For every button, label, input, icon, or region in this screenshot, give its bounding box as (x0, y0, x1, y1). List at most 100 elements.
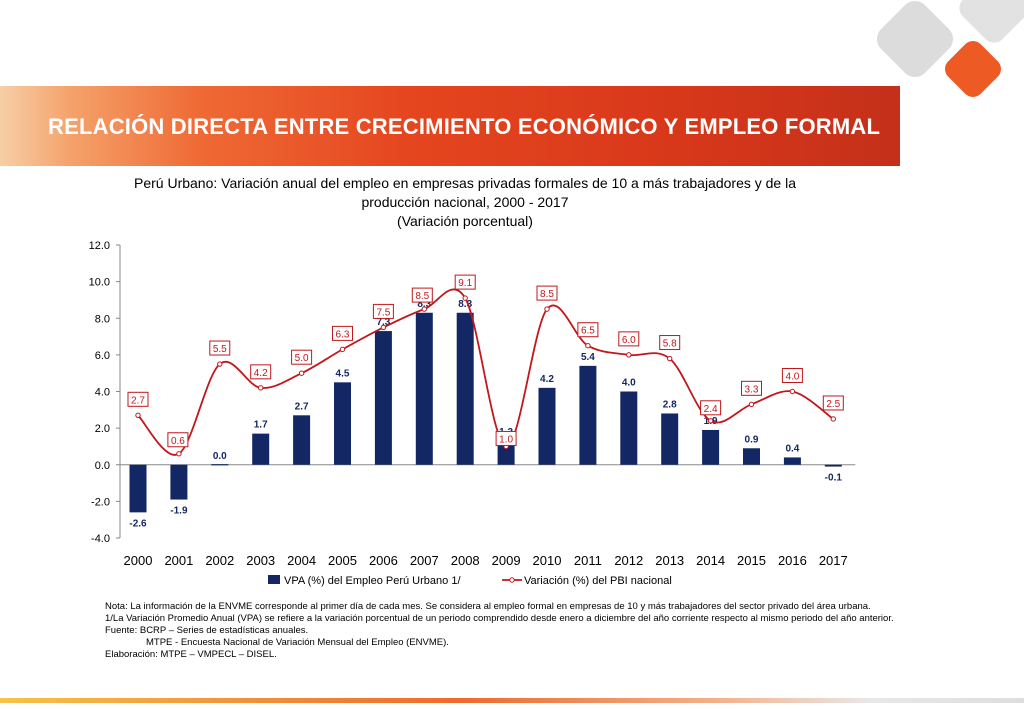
x-tick-label: 2007 (410, 553, 439, 568)
legend-bar-swatch (268, 575, 280, 584)
y-tick-label: 4.0 (95, 387, 110, 399)
note-source: Fuente: BCRP – Series de estadísticas an… (105, 625, 309, 636)
x-tick-label: 2017 (819, 553, 848, 568)
gdp-point (707, 418, 714, 424)
gdp-value-label: 7.5 (376, 307, 390, 318)
x-tick-label: 2008 (451, 553, 480, 568)
gdp-value-label: 9.1 (458, 278, 472, 289)
note-2: 1/La Variación Promedio Anual (VPA) se r… (105, 613, 894, 624)
gdp-point (380, 324, 387, 331)
gdp-value-label: 2.4 (704, 404, 718, 415)
employment-bar (211, 464, 229, 466)
legend-bar-label: VPA (%) del Empleo Perú Urbano 1/ (284, 575, 461, 587)
y-tick-label: 0.0 (95, 460, 110, 472)
employment-bar (579, 365, 597, 465)
y-tick-label: 12.0 (89, 240, 110, 252)
bar-value-label: -0.1 (825, 473, 843, 484)
employment-gdp-chart: 12.0 10.0 8.0 6.0 4.0 2.0 0.0 -2.0 -4.0 -2.6 -1.9 0… (89, 240, 856, 587)
gdp-point (176, 451, 182, 457)
gdp-point (626, 352, 632, 358)
gdp-label-box (411, 287, 433, 303)
x-tick-label: 2016 (778, 553, 807, 568)
chart-notes: Nota: La información de la ENVME corresp… (105, 601, 905, 661)
gdp-label-box (495, 430, 517, 446)
x-tick-label: 2011 (574, 553, 602, 568)
subtitle-line-2: producción nacional, 2000 - 2017 (361, 194, 569, 210)
employment-bar (170, 464, 188, 500)
brand-logo (876, 0, 1024, 97)
chart-subtitle: Perú Urbano: Variación anual del empleo … (110, 174, 820, 231)
page-title: RELACIÓN DIRECTA ENTRE CRECIMIENTO ECONÓ… (48, 114, 881, 139)
gdp-point (339, 346, 346, 353)
gdp-value-label: 2.5 (826, 399, 840, 410)
gdp-label-box (332, 325, 353, 341)
gdp-value-label: 5.0 (295, 353, 309, 364)
x-tick-label: 2004 (287, 553, 316, 568)
gdp-label-box (741, 380, 762, 396)
employment-bar (743, 448, 760, 465)
note-source-2: MTPE - Encuesta Nacional de Variación Me… (146, 637, 449, 648)
gdp-point (789, 388, 796, 395)
gdp-point (217, 361, 223, 367)
note-1: Nota: La información de la ENVME corresp… (105, 601, 871, 612)
employment-bar (538, 387, 556, 465)
gdp-label-box (577, 322, 599, 338)
gdp-value-label: 8.5 (415, 291, 429, 302)
employment-bar (661, 413, 679, 465)
x-tick-label: 2014 (696, 553, 725, 568)
y-tick-label: 6.0 (95, 350, 110, 362)
gdp-point (135, 412, 141, 419)
gdp-value-label: 3.3 (745, 384, 759, 395)
employment-bar (824, 464, 842, 467)
gdp-label-box (781, 368, 803, 383)
y-tick-label: -4.0 (91, 533, 110, 545)
gdp-label-box (618, 331, 640, 347)
employment-bar (620, 391, 638, 465)
employment-bar (129, 464, 147, 513)
employment-bar (497, 440, 515, 465)
gdp-label-box (291, 349, 313, 365)
bar-value-label: 0.9 (745, 434, 759, 445)
employment-bar (783, 457, 801, 465)
bar-value-label: -2.6 (129, 518, 147, 529)
x-tick-label: 2001 (164, 553, 193, 568)
x-tick-label: 2006 (369, 553, 398, 568)
gdp-value-label: 0.6 (171, 436, 185, 447)
employment-bar (252, 433, 270, 465)
gdp-value-label: 8.5 (540, 289, 554, 300)
gdp-point (667, 355, 673, 362)
y-tick-label: 2.0 (95, 423, 110, 435)
x-tick-label: 2002 (205, 553, 234, 568)
note-elaboration: Elaboración: MTPE – VMPECL – DISEL. (105, 649, 277, 660)
bar-value-label: 7.3 (376, 317, 390, 328)
gdp-label-box (700, 400, 722, 416)
bar-value-label: 2.7 (295, 401, 309, 412)
y-tick-label: 8.0 (95, 313, 110, 325)
gdp-value-label: 1.0 (499, 434, 513, 445)
gdp-value-label: 5.8 (663, 339, 677, 350)
gdp-label-box (822, 395, 844, 411)
gdp-point (421, 306, 427, 312)
x-tick-label: 2013 (655, 553, 684, 568)
legend-line-label: Variación (%) del PBI nacional (524, 575, 672, 587)
logo-orange-diamond (945, 41, 1001, 97)
gdp-value-label: 6.0 (622, 335, 636, 346)
employment-bar (702, 429, 720, 465)
bar-value-label: 4.0 (622, 378, 636, 389)
bar-value-label: 0.0 (213, 451, 227, 462)
y-tick-label: 10.0 (89, 277, 110, 289)
gdp-label-box (250, 364, 272, 380)
gdp-point (462, 295, 468, 301)
x-tick-label: 2009 (492, 553, 521, 568)
gdp-value-label: 6.3 (336, 329, 350, 340)
employment-bar (374, 331, 392, 465)
employment-bar (334, 382, 351, 465)
subtitle-line-3: (Variación porcentual) (397, 213, 533, 229)
x-tick-label: 2005 (328, 553, 357, 568)
legend-line-marker (509, 577, 515, 583)
gdp-value-label: 2.7 (131, 395, 145, 406)
bar-value-label: 2.8 (663, 399, 677, 410)
employment-bar (293, 415, 311, 465)
bar-value-label: 1.7 (254, 420, 268, 431)
gdp-value-label: 4.0 (785, 372, 799, 383)
